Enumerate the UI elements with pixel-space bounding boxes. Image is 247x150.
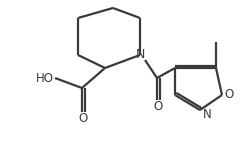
Text: O: O <box>78 112 88 126</box>
Text: O: O <box>224 88 234 102</box>
Text: HO: HO <box>36 72 54 84</box>
Text: N: N <box>203 108 211 122</box>
Text: O: O <box>153 100 163 114</box>
Text: N: N <box>135 48 145 62</box>
